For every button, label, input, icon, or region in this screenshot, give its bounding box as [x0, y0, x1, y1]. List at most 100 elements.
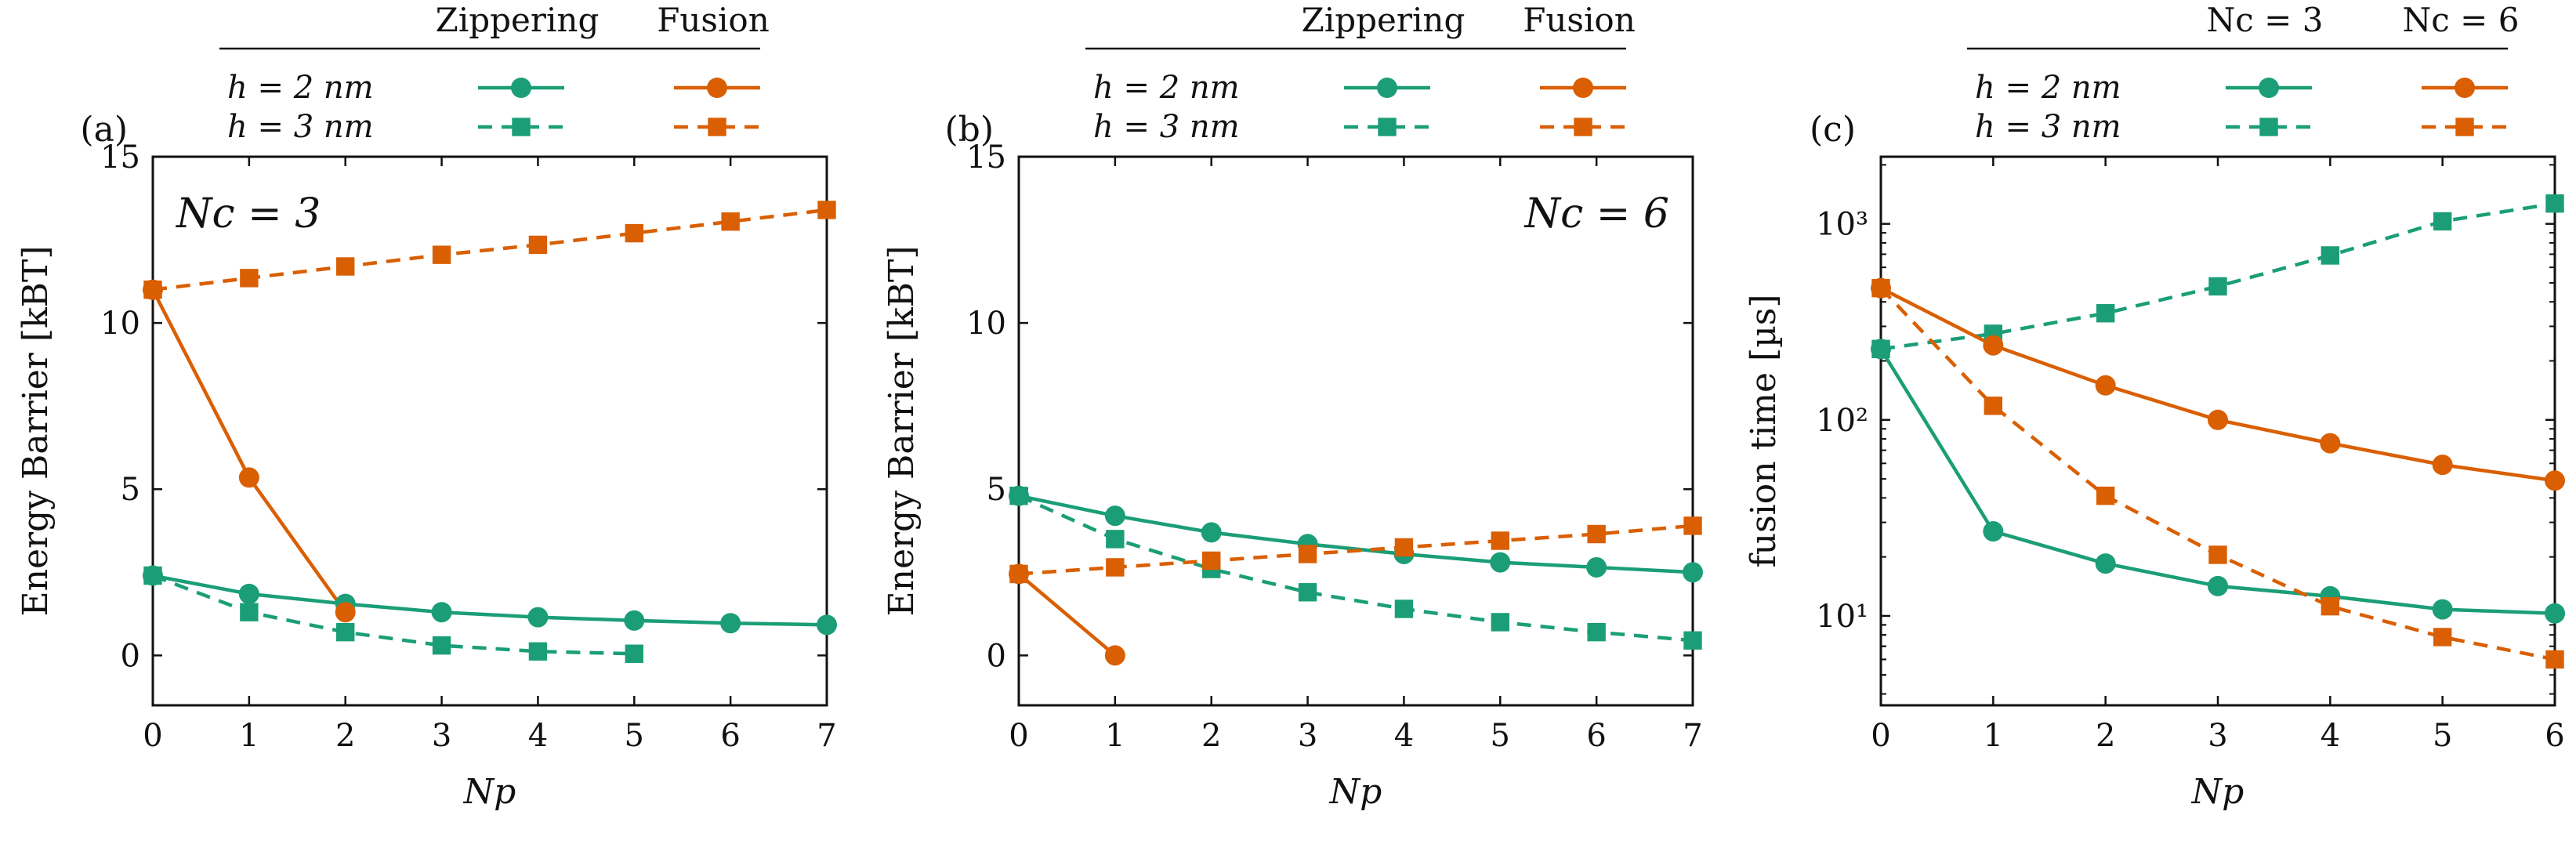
data-point — [1587, 622, 1606, 642]
legend-swatch-marker — [2259, 118, 2278, 136]
x-tick-label: 6 — [1586, 718, 1606, 754]
legend-swatch-marker — [1574, 118, 1592, 136]
data-point — [2433, 628, 2452, 647]
legend-swatch-marker — [2455, 78, 2475, 98]
x-tick-label: 7 — [817, 718, 836, 754]
data-point — [1984, 397, 2003, 415]
axes-frame — [1879, 155, 2556, 707]
data-point — [1104, 645, 1125, 666]
x-tick-label: 7 — [1683, 718, 1702, 754]
data-point — [720, 613, 741, 634]
data-point — [1202, 551, 1221, 571]
data-point — [1201, 522, 1222, 543]
y-tick-label: 10² — [1816, 403, 1868, 439]
data-point — [1983, 335, 2004, 356]
y-tick-label: 10³ — [1816, 207, 1868, 243]
data-point — [1104, 505, 1125, 527]
inset-label: Nc = 3 — [175, 190, 321, 237]
legend-swatch-marker — [511, 78, 531, 98]
data-point — [143, 280, 162, 299]
y-axis-label: Energy Barrier [kBT] — [882, 246, 922, 617]
x-axis-label: Np — [1329, 772, 1382, 812]
x-tick-label: 5 — [625, 718, 644, 754]
data-point — [238, 583, 259, 604]
series-line — [153, 208, 827, 292]
axes-frame — [1017, 155, 1694, 707]
x-tick-label: 6 — [2545, 718, 2564, 754]
y-tick-label: 0 — [121, 638, 140, 674]
series-line — [1019, 494, 1693, 643]
data-point — [432, 636, 451, 655]
legend-swatch-marker — [512, 118, 531, 136]
data-point — [1587, 524, 1606, 544]
x-axis-label: Np — [2191, 772, 2244, 812]
legend-row-label: h = 3 nm — [1093, 109, 1240, 145]
data-point — [1009, 564, 1028, 584]
data-point — [2432, 599, 2453, 620]
data-point — [624, 610, 645, 631]
data-point — [1394, 599, 1414, 618]
data-point — [2433, 212, 2452, 231]
panel-label: (c) — [1810, 110, 1856, 150]
data-point — [1871, 278, 1890, 298]
data-point — [2096, 304, 2115, 323]
y-tick-label: 15 — [100, 139, 140, 176]
x-axis-label: Np — [463, 772, 516, 812]
legend-swatch-marker — [708, 118, 726, 136]
y-axis-label: Energy Barrier [kBT] — [16, 246, 56, 617]
panel-label: (a) — [80, 110, 128, 150]
x-tick-label: 4 — [1394, 718, 1414, 754]
x-tick-label: 6 — [720, 718, 740, 754]
x-tick-label: 5 — [1491, 718, 1510, 754]
data-point — [1009, 487, 1028, 505]
data-point — [2545, 603, 2565, 624]
data-point — [1683, 516, 1702, 535]
x-tick-label: 1 — [239, 718, 259, 754]
legend-row-label: h = 3 nm — [1975, 109, 2121, 145]
axes-frame — [151, 155, 828, 707]
data-point — [1394, 538, 1414, 557]
data-point — [527, 607, 549, 628]
data-point — [625, 644, 643, 663]
data-point — [1683, 631, 1702, 650]
data-point — [1490, 552, 1511, 573]
legend-header-1: Nc = 3 — [2207, 1, 2324, 39]
series-line — [1019, 523, 1693, 576]
legend-swatch-marker — [1573, 78, 1593, 98]
y-tick-label: 0 — [987, 638, 1006, 674]
data-point — [2208, 575, 2228, 596]
x-tick-label: 0 — [143, 718, 162, 754]
legend-swatch-marker — [2259, 78, 2279, 98]
data-point — [625, 223, 643, 243]
data-point — [1683, 562, 1703, 583]
series-line — [1019, 572, 1117, 657]
data-point — [143, 566, 162, 585]
x-tick-label: 4 — [2321, 718, 2340, 754]
data-point — [335, 602, 356, 623]
data-point — [1106, 530, 1125, 549]
legend-header-2: Nc = 6 — [2403, 1, 2520, 39]
data-point — [240, 269, 259, 288]
data-point — [2545, 470, 2565, 491]
legend-header-2: Fusion — [1523, 1, 1636, 39]
x-tick-label: 3 — [1298, 718, 1317, 754]
data-point — [1106, 558, 1125, 577]
data-point — [2320, 433, 2341, 454]
x-tick-label: 3 — [2208, 718, 2227, 754]
x-tick-label: 1 — [1984, 718, 2003, 754]
data-point — [1298, 583, 1317, 602]
x-tick-label: 1 — [1105, 718, 1125, 754]
data-point — [2321, 246, 2340, 265]
x-tick-label: 5 — [2433, 718, 2452, 754]
legend-swatch-marker — [1377, 78, 1397, 98]
series-line — [153, 574, 635, 656]
legend-swatch-marker — [2455, 118, 2474, 136]
series-line — [153, 574, 827, 627]
data-point — [2545, 650, 2564, 669]
y-axis-label: fusion time [µs] — [1744, 294, 1784, 567]
legend-row-label: h = 2 nm — [1093, 70, 1240, 106]
data-point — [336, 622, 355, 642]
y-tick-label: 15 — [966, 139, 1006, 176]
legend-swatch-marker — [1378, 118, 1397, 136]
